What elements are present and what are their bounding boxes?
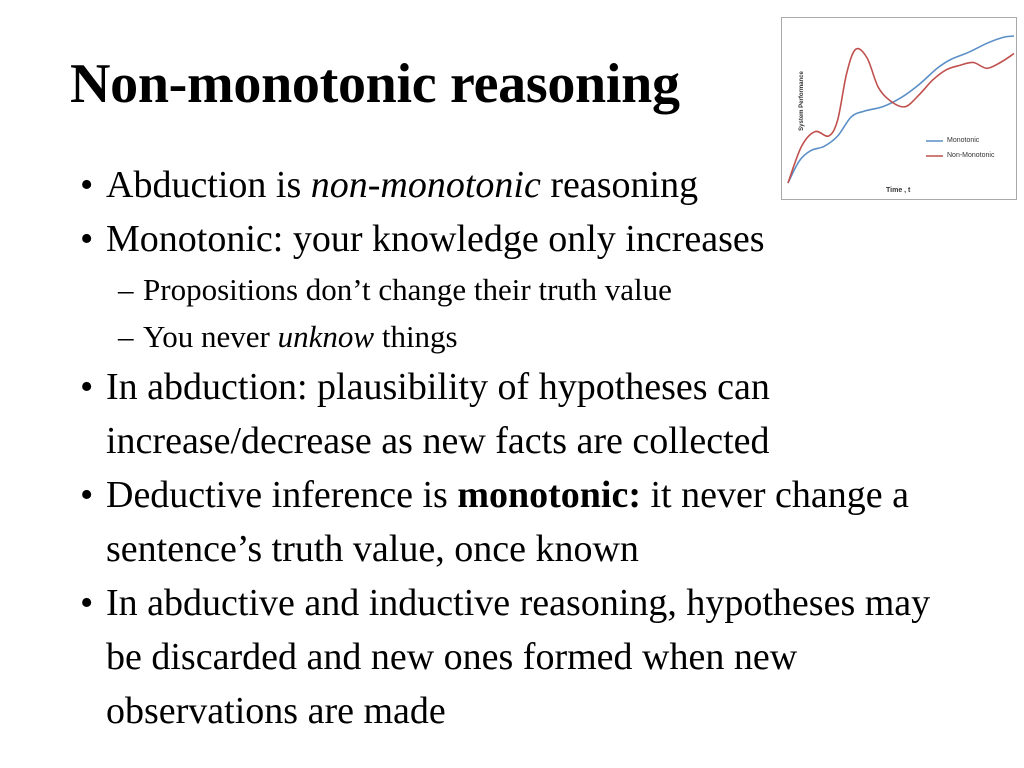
slide-title: Non-monotonic reasoning bbox=[70, 53, 680, 115]
bullet-list: • Abduction is non-monotonic reasoning • M… bbox=[80, 158, 960, 738]
bullet-emphasis: non-monotonic bbox=[310, 164, 541, 206]
sub-bullet-text: You never bbox=[143, 319, 278, 354]
legend-label-non-monotonic: Non-Monotonic bbox=[947, 152, 995, 159]
sub-bullet-item: – You never unknow things bbox=[80, 313, 960, 360]
bullet-item: • Monotonic: your knowledge only increase… bbox=[80, 212, 960, 266]
bullet-text: Abduction is bbox=[106, 164, 311, 206]
series-line-non-monotonic bbox=[787, 47, 1015, 184]
sub-bullet-marker: – bbox=[118, 272, 134, 307]
bullet-strong: monotonic: bbox=[457, 474, 641, 516]
bullet-marker: • bbox=[80, 366, 94, 408]
sub-bullet-emphasis: unknow bbox=[277, 319, 375, 354]
bullet-text: In abduction: plausibility of hypotheses… bbox=[106, 366, 770, 462]
chart-svg bbox=[787, 35, 1015, 184]
bullet-text: Monotonic: your knowledge only increases bbox=[106, 218, 765, 260]
sub-bullet-text: Propositions don’t change their truth va… bbox=[143, 272, 672, 307]
bullet-text: Deductive inference is bbox=[106, 474, 458, 516]
bullet-item: • Deductive inference is monotonic: it ne… bbox=[80, 468, 960, 576]
bullet-text: In abductive and inductive reasoning, hy… bbox=[106, 582, 931, 732]
sub-bullet-marker: – bbox=[118, 319, 134, 354]
bullet-marker: • bbox=[80, 582, 94, 624]
sub-bullet-item: – Propositions don’t change their truth v… bbox=[80, 266, 960, 313]
bullet-marker: • bbox=[80, 474, 94, 516]
performance-chart: System Performance Time , t Monotonic No… bbox=[781, 17, 1017, 200]
bullet-item: • In abductive and inductive reasoning, h… bbox=[80, 576, 960, 738]
legend-label-monotonic: Monotonic bbox=[947, 137, 980, 144]
chart-xlabel: Time , t bbox=[886, 187, 911, 194]
bullet-text: it never change a sentence’s truth value… bbox=[106, 474, 909, 570]
bullet-item: • In abduction: plausibility of hypothese… bbox=[80, 360, 960, 468]
bullet-text: reasoning bbox=[540, 164, 699, 206]
bullet-item: • Abduction is non-monotonic reasoning bbox=[80, 158, 960, 212]
sub-bullet-text: things bbox=[374, 319, 458, 354]
bullet-marker: • bbox=[80, 164, 94, 206]
bullet-marker: • bbox=[80, 218, 94, 260]
chart-ylabel: System Performance bbox=[799, 71, 805, 131]
